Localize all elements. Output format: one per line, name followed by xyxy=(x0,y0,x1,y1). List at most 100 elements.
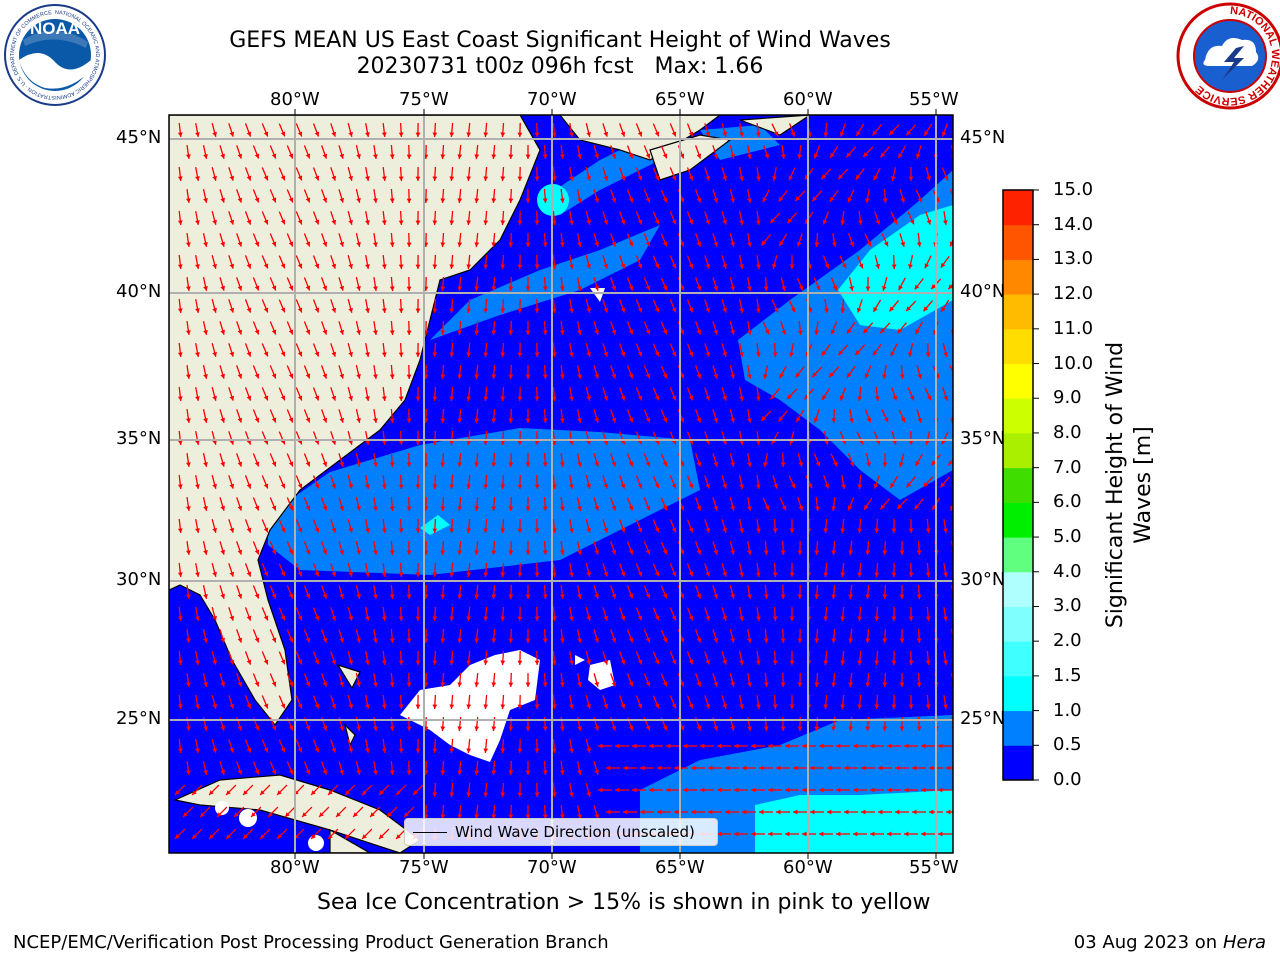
wave-arrow-head xyxy=(466,704,472,709)
wave-arrow-head xyxy=(819,831,824,837)
wave-arrow-head xyxy=(348,131,353,137)
wave-arrow-head xyxy=(730,682,735,687)
wave-arrow-head xyxy=(763,550,769,555)
wave-arrow-head xyxy=(305,153,311,159)
wave-arrow-head xyxy=(466,572,472,577)
wave-arrow-head xyxy=(705,615,711,621)
wave-arrow-head xyxy=(926,219,932,225)
wave-arrow-head xyxy=(865,550,871,555)
wave-arrow-head xyxy=(916,682,922,687)
colorbar-segment xyxy=(1003,224,1033,260)
colorbar-tick-label: 0.0 xyxy=(1053,769,1082,790)
wave-arrow-head xyxy=(897,328,903,334)
wave-arrow-head xyxy=(671,307,677,313)
wave-arrow-head xyxy=(914,284,920,290)
wave-arrow-head xyxy=(645,461,651,467)
wave-arrow-head xyxy=(637,703,643,709)
wave-arrow-head xyxy=(569,176,574,181)
nws-logo: NATIONAL WEATHER SERVICE xyxy=(1176,2,1280,110)
wave-arrow-head xyxy=(177,440,183,445)
lon-label-top: 65°W xyxy=(655,89,705,110)
wave-arrow-head xyxy=(882,550,888,555)
wave-arrow-head xyxy=(739,352,744,357)
wave-arrow-head xyxy=(220,197,225,203)
wave-arrow-head xyxy=(908,440,914,445)
wave-arrow-head xyxy=(491,506,497,511)
colorbar-segment xyxy=(1003,571,1033,607)
wave-arrow-head xyxy=(603,351,609,357)
wave-arrow-head xyxy=(398,748,404,753)
wave-arrow-head xyxy=(623,809,628,815)
wave-arrow-head xyxy=(819,787,824,793)
wave-arrow-head xyxy=(874,704,880,709)
wave-arrow-head xyxy=(508,242,514,247)
wave-arrow-head xyxy=(814,594,820,599)
wave-arrow-head xyxy=(789,528,795,533)
wave-arrow-head xyxy=(921,787,926,793)
wave-arrow-head xyxy=(195,616,200,621)
wave-arrow-head xyxy=(889,306,895,312)
lat-label-right: 35°N xyxy=(960,428,1006,449)
wave-arrow-head xyxy=(662,329,668,335)
wave-arrow-head xyxy=(406,594,412,599)
wave-arrow-head xyxy=(542,726,548,731)
wave-arrow-head xyxy=(203,770,208,775)
wave-arrow-head xyxy=(628,285,634,291)
wave-arrow-head xyxy=(449,440,455,445)
wave-arrow-head xyxy=(237,769,243,775)
wave-arrow-head xyxy=(209,834,214,839)
wave-arrow-head xyxy=(203,198,208,203)
wave-arrow-head xyxy=(873,307,878,312)
wave-arrow-head xyxy=(730,154,735,159)
wave-arrow-head xyxy=(772,616,778,621)
wave-arrow-head xyxy=(328,834,333,839)
wave-arrow-head xyxy=(789,660,795,665)
wave-arrow-head xyxy=(899,594,905,599)
wave-arrow-head xyxy=(780,154,786,159)
wave-arrow-head xyxy=(362,834,367,839)
wave-arrow-head xyxy=(336,812,341,817)
wave-arrow-head xyxy=(220,593,225,599)
wave-arrow-head xyxy=(398,484,404,489)
wave-arrow-head xyxy=(814,726,820,731)
wave-arrow-head xyxy=(569,264,574,269)
wave-arrow-head xyxy=(331,175,337,181)
wave-arrow-head xyxy=(620,175,626,181)
wave-arrow-head xyxy=(254,329,260,335)
wave-arrow-head xyxy=(373,682,378,687)
wave-arrow-head xyxy=(398,396,404,401)
wave-arrow-head xyxy=(186,726,191,731)
wave-arrow-head xyxy=(654,659,660,665)
wave-arrow-head xyxy=(696,725,702,731)
map-legend: Wind Wave Direction (unscaled) xyxy=(404,818,718,846)
wave-arrow-head xyxy=(220,241,225,247)
lat-label-right: 30°N xyxy=(960,569,1006,590)
wave-arrow-head xyxy=(662,285,668,291)
wave-arrow-head xyxy=(645,373,651,379)
wave-arrow-head xyxy=(389,198,395,203)
colorbar-tick-label: 7.0 xyxy=(1053,456,1082,478)
wave-arrow-head xyxy=(846,372,852,378)
wave-arrow-head xyxy=(212,615,217,621)
wave-arrow-head xyxy=(849,418,854,423)
wave-arrow-head xyxy=(398,572,404,577)
wave-arrow-head xyxy=(747,638,752,643)
wave-arrow-head xyxy=(946,765,951,771)
wave-arrow-head xyxy=(517,308,523,313)
wave-arrow-head xyxy=(177,660,183,665)
wave-arrow-head xyxy=(788,175,794,181)
wave-arrow-head xyxy=(348,351,353,357)
wave-arrow-head xyxy=(688,263,694,269)
wave-arrow-head xyxy=(713,637,719,643)
wave-arrow-head xyxy=(534,396,540,401)
wave-arrow-head xyxy=(747,550,752,555)
wave-arrow-head xyxy=(500,528,506,533)
wave-arrow-head xyxy=(857,528,863,533)
wave-arrow-head xyxy=(921,743,926,749)
wave-arrow-head xyxy=(662,549,668,555)
wave-arrow-head xyxy=(829,372,834,378)
wave-arrow-head xyxy=(840,660,846,665)
wave-arrow-head xyxy=(797,682,803,687)
wave-arrow-head xyxy=(339,197,344,203)
wave-arrow-head xyxy=(542,814,548,819)
